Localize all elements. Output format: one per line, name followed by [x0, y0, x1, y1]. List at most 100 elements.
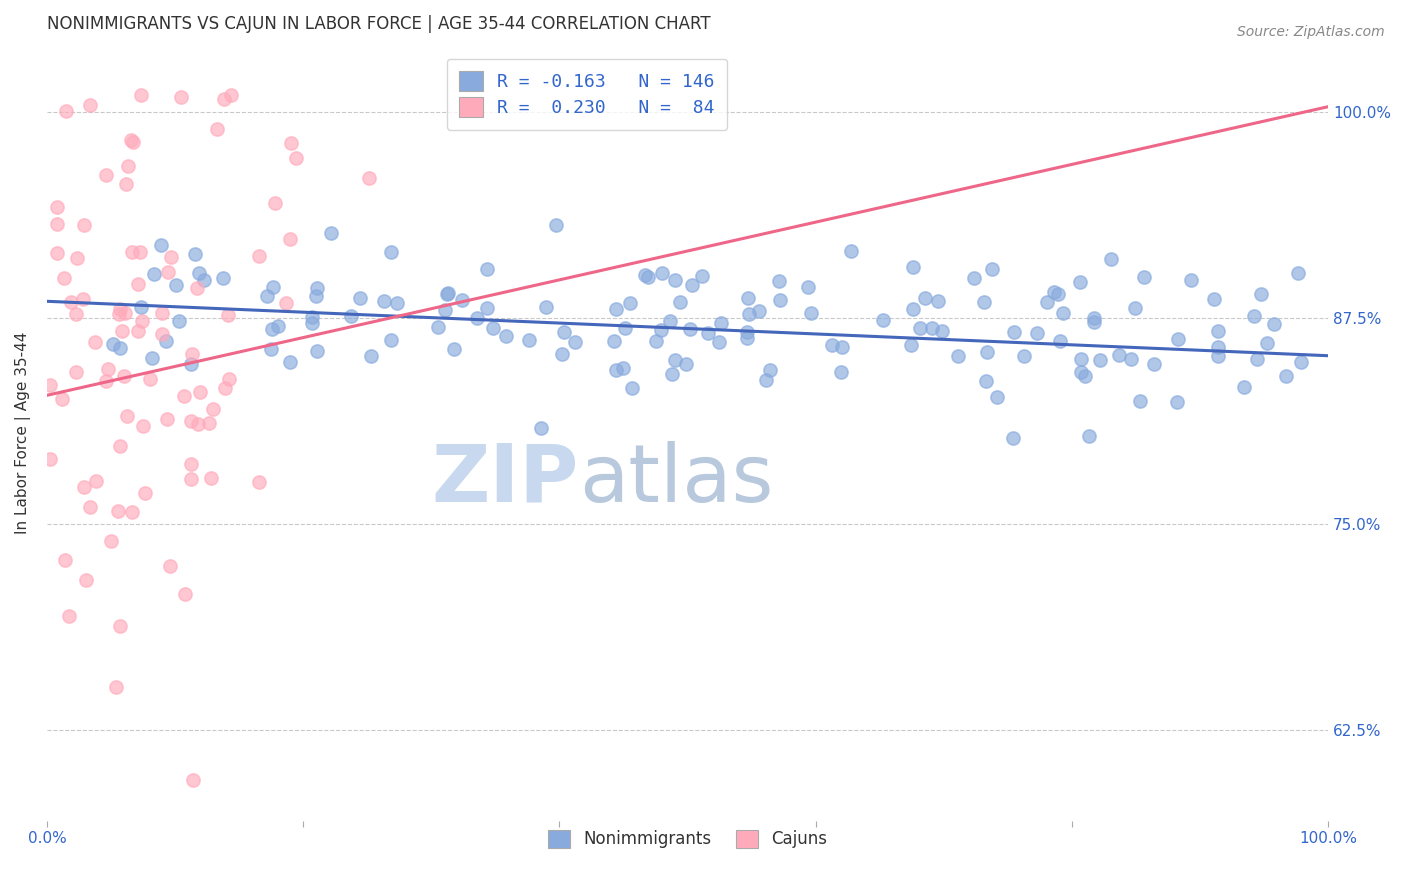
Point [1204, 292, 1226, 306]
Point [910, 321, 932, 335]
Point [1047, 287, 1070, 301]
Point [1206, 350, 1229, 364]
Point [839, 244, 862, 259]
Point [697, 326, 720, 341]
Point [249, 475, 271, 490]
Point [186, 281, 208, 295]
Point [931, 324, 953, 338]
Point [167, 314, 190, 328]
Legend: Nonimmigrants, Cajuns: Nonimmigrants, Cajuns [541, 823, 834, 855]
Point [120, 133, 142, 147]
Point [200, 471, 222, 485]
Point [73, 480, 96, 494]
Point [534, 300, 557, 314]
Point [564, 334, 586, 349]
Point [143, 267, 166, 281]
Point [373, 293, 395, 308]
Point [797, 280, 820, 294]
Point [150, 327, 173, 342]
Point [212, 271, 235, 285]
Point [155, 412, 177, 426]
Point [664, 352, 686, 367]
Point [45, 201, 67, 215]
Point [651, 266, 673, 280]
Point [1250, 287, 1272, 301]
Point [301, 310, 323, 324]
Point [436, 285, 458, 300]
Point [692, 269, 714, 284]
Point [755, 373, 778, 387]
Point [150, 306, 173, 320]
Point [180, 413, 202, 427]
Point [737, 325, 759, 339]
Point [46, 218, 69, 232]
Point [58, 608, 80, 623]
Point [65, 365, 87, 379]
Point [173, 388, 195, 402]
Point [1108, 348, 1130, 362]
Point [1206, 324, 1229, 338]
Point [264, 196, 287, 211]
Point [349, 291, 371, 305]
Point [433, 303, 456, 318]
Point [305, 344, 328, 359]
Point [633, 268, 655, 283]
Point [218, 372, 240, 386]
Point [46, 245, 69, 260]
Point [262, 280, 284, 294]
Point [1233, 380, 1256, 394]
Point [976, 344, 998, 359]
Point [830, 365, 852, 379]
Y-axis label: In Labor Force | Age 35-44: In Labor Force | Age 35-44 [15, 332, 31, 534]
Point [132, 419, 155, 434]
Point [134, 486, 156, 500]
Point [305, 289, 328, 303]
Point [1099, 252, 1122, 267]
Point [221, 88, 243, 103]
Point [141, 351, 163, 365]
Text: ZIP: ZIP [432, 441, 579, 519]
Point [1074, 369, 1097, 384]
Point [1002, 325, 1025, 339]
Point [39, 378, 62, 392]
Point [72, 218, 94, 232]
Point [94, 374, 117, 388]
Point [645, 334, 668, 348]
Point [872, 313, 894, 327]
Point [380, 245, 402, 260]
Point [121, 505, 143, 519]
Point [75, 573, 97, 587]
Point [259, 342, 281, 356]
Point [475, 301, 498, 315]
Point [149, 237, 172, 252]
Point [948, 349, 970, 363]
Point [443, 342, 465, 356]
Point [980, 261, 1002, 276]
Point [921, 321, 943, 335]
Point [79, 98, 101, 112]
Point [247, 249, 270, 263]
Point [735, 331, 758, 345]
Point [768, 274, 790, 288]
Point [986, 390, 1008, 404]
Point [903, 260, 925, 274]
Point [262, 321, 284, 335]
Text: NONIMMIGRANTS VS CAJUN IN LABOR FORCE | AGE 35-44 CORRELATION CHART: NONIMMIGRANTS VS CAJUN IN LABOR FORCE | … [46, 15, 710, 33]
Point [108, 342, 131, 356]
Point [187, 266, 209, 280]
Point [517, 333, 540, 347]
Point [301, 316, 323, 330]
Point [900, 338, 922, 352]
Point [180, 357, 202, 371]
Point [53, 553, 76, 567]
Point [112, 369, 135, 384]
Point [280, 136, 302, 150]
Point [101, 337, 124, 351]
Point [117, 159, 139, 173]
Point [129, 244, 152, 259]
Point [495, 329, 517, 343]
Point [619, 295, 641, 310]
Point [530, 420, 553, 434]
Point [1123, 301, 1146, 315]
Text: Source: ZipAtlas.com: Source: ZipAtlas.com [1237, 25, 1385, 39]
